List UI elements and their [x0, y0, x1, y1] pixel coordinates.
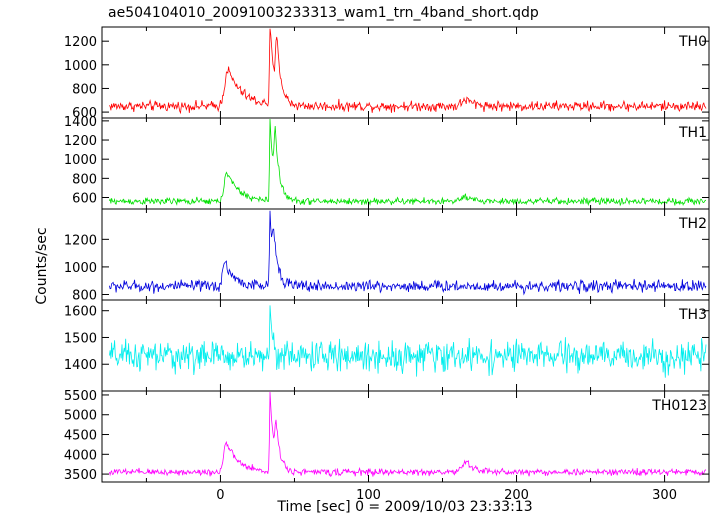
y-tick-label: 4000 [64, 448, 97, 463]
panel-frame [101, 26, 710, 119]
y-tick-label: 4500 [64, 429, 97, 444]
x-axis-label: Time [sec] 0 = 2009/10/03 23:33:13 [276, 499, 532, 515]
y-tick-label: 3500 [64, 468, 97, 483]
y-tick-label: 1400 [64, 115, 97, 130]
panel-th0: 600 800 1000 1200 TH0 [64, 26, 710, 121]
y-tick-label: 1000 [64, 261, 97, 276]
y-tick-label: 800 [72, 172, 97, 187]
panel-th1: 600 800 1000 1200 1400 TH1 [64, 115, 710, 210]
y-tick-label: 600 [72, 192, 97, 207]
panel-th2: 800 1000 1200 TH2 [64, 208, 710, 303]
panel-label: TH0123 [651, 398, 707, 414]
x-tick-label: 300 [652, 488, 677, 503]
y-tick-label: 1500 [64, 331, 97, 346]
y-tick-label: 1400 [64, 358, 97, 373]
x-tick-label: 0 [216, 488, 224, 503]
y-tick-label: 1200 [64, 134, 97, 149]
series-line-th0 [109, 28, 707, 115]
y-tick-label: 1200 [64, 35, 97, 50]
y-tick-label: 600 [72, 106, 97, 121]
series-line-th1 [109, 118, 707, 207]
series-line-th2 [109, 210, 707, 296]
panel-frame [101, 117, 710, 210]
series-line-th3 [109, 305, 707, 378]
y-tick-label: 1600 [64, 305, 97, 320]
y-tick-label: 5500 [64, 389, 97, 404]
panel-frame [101, 390, 710, 483]
x-tick-label: 200 [504, 488, 529, 503]
y-axis-label: Counts/sec [34, 227, 50, 304]
panel-label: TH0 [678, 34, 707, 50]
series-line-th0123 [109, 391, 707, 478]
y-tick-label: 5000 [64, 409, 97, 424]
panel-label: TH2 [678, 216, 707, 232]
y-tick-label: 1200 [64, 233, 97, 248]
y-tick-label: 800 [72, 82, 97, 97]
y-tick-label: 1000 [64, 59, 97, 74]
panel-label: TH3 [678, 307, 707, 323]
panel-th0123: 3500 4000 4500 5000 5500 TH0123 [64, 389, 710, 483]
chart-title: ae504104010_20091003233313_wam1_trn_4ban… [108, 5, 539, 21]
y-tick-label: 800 [72, 288, 97, 303]
panel-th3: 1400 1500 1600 TH3 [64, 299, 710, 392]
panel-label: TH1 [678, 125, 707, 141]
x-tick-label: 100 [356, 488, 381, 503]
y-tick-label: 1000 [64, 153, 97, 168]
